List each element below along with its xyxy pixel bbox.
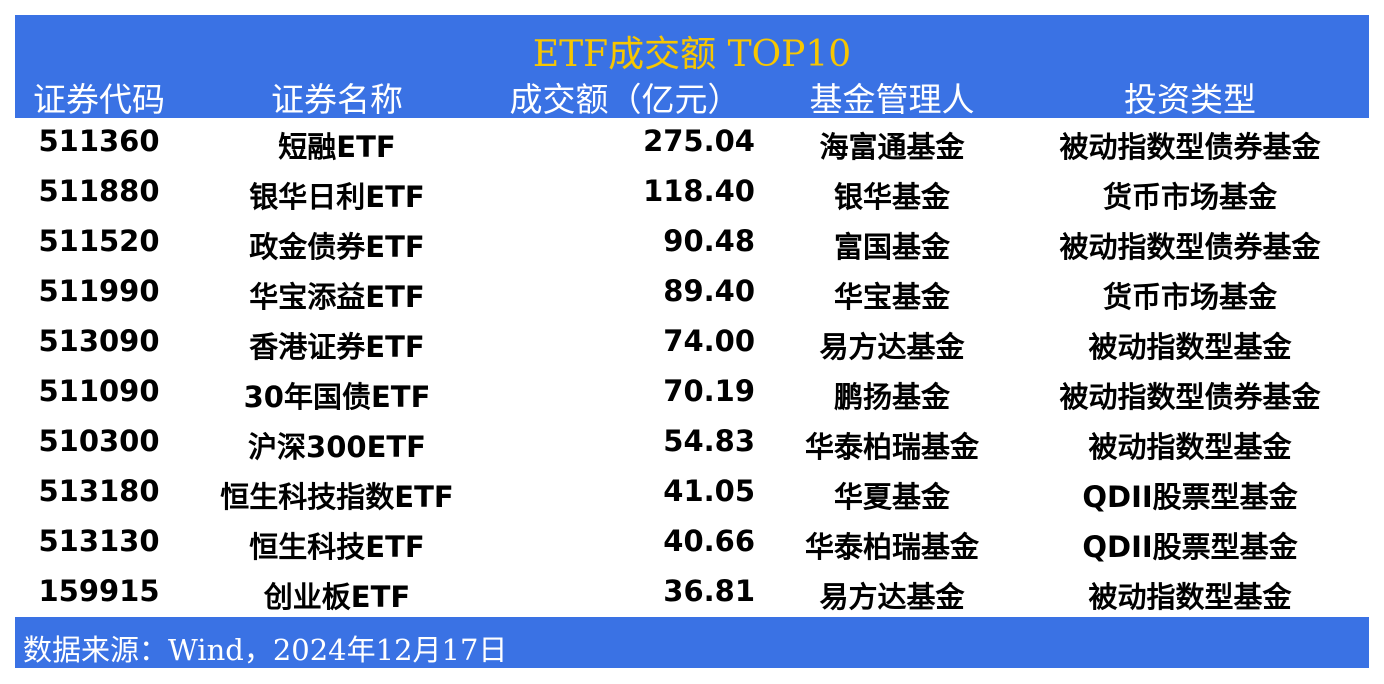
cell-manager: 华夏基金 <box>833 480 951 514</box>
cell-manager: 易方达基金 <box>819 580 965 614</box>
cell-type: 被动指数型债券基金 <box>1059 130 1321 164</box>
table-row: 513130 恒生科技ETF 40.66 华泰柏瑞基金 QDII股票型基金 <box>15 518 1369 568</box>
header-type: 投资类型 <box>1124 80 1256 119</box>
cell-type: 被动指数型债券基金 <box>1059 380 1321 414</box>
cell-amount: 54.83 <box>663 424 755 458</box>
cell-amount: 36.81 <box>663 574 755 608</box>
cell-name: 30年国债ETF <box>243 380 431 414</box>
cell-type: 被动指数型基金 <box>1088 580 1292 614</box>
cell-type: 货币市场基金 <box>1102 280 1278 314</box>
table-row: 513180 恒生科技指数ETF 41.05 华夏基金 QDII股票型基金 <box>15 468 1369 518</box>
cell-type: 被动指数型基金 <box>1088 430 1292 464</box>
table-row: 511990 华宝添益ETF 89.40 华宝基金 货币市场基金 <box>15 268 1369 318</box>
table-row: 513090 香港证券ETF 74.00 易方达基金 被动指数型基金 <box>15 318 1369 368</box>
table-row: 511360 短融ETF 275.04 海富通基金 被动指数型债券基金 <box>15 118 1369 168</box>
table-title: ETF成交额 TOP10 <box>532 34 852 75</box>
cell-name: 短融ETF <box>278 130 396 164</box>
table-header: ETF成交额 TOP10 证券代码 证券名称 成交额（亿元） 基金管理人 投资类… <box>15 15 1369 119</box>
cell-manager: 海富通基金 <box>819 130 965 164</box>
cell-type: QDII股票型基金 <box>1082 480 1298 514</box>
cell-code: 513090 <box>38 324 160 358</box>
cell-type: 被动指数型基金 <box>1088 330 1292 364</box>
cell-manager: 华泰柏瑞基金 <box>804 530 980 564</box>
table-row: 511090 30年国债ETF 70.19 鹏扬基金 被动指数型债券基金 <box>15 368 1369 418</box>
header-manager: 基金管理人 <box>809 80 975 119</box>
header-code: 证券代码 <box>33 80 165 119</box>
table-row: 511520 政金债券ETF 90.48 富国基金 被动指数型债券基金 <box>15 218 1369 268</box>
cell-manager: 易方达基金 <box>819 330 965 364</box>
cell-name: 恒生科技ETF <box>249 530 425 564</box>
header-amount: 成交额（亿元） <box>509 80 741 119</box>
cell-name: 创业板ETF <box>263 580 411 614</box>
cell-code: 511520 <box>38 224 160 258</box>
cell-name: 银华日利ETF <box>249 180 425 214</box>
cell-name: 香港证券ETF <box>249 330 425 364</box>
cell-code: 513180 <box>38 474 160 508</box>
cell-amount: 118.40 <box>643 174 755 208</box>
cell-code: 513130 <box>38 524 160 558</box>
cell-manager: 华泰柏瑞基金 <box>804 430 980 464</box>
cell-amount: 40.66 <box>663 524 755 558</box>
cell-code: 511090 <box>38 374 160 408</box>
cell-amount: 41.05 <box>663 474 755 508</box>
header-name: 证券名称 <box>271 80 403 119</box>
table-row: 510300 沪深300ETF 54.83 华泰柏瑞基金 被动指数型基金 <box>15 418 1369 468</box>
table-row: 159915 创业板ETF 36.81 易方达基金 被动指数型基金 <box>15 568 1369 618</box>
table-body: 511360 短融ETF 275.04 海富通基金 被动指数型债券基金 511880 银华日… <box>15 118 1369 618</box>
source-text: 数据来源：Wind，2024年12月17日 <box>23 633 508 667</box>
cell-code: 511360 <box>38 124 160 158</box>
cell-amount: 90.48 <box>663 224 755 258</box>
cell-type: QDII股票型基金 <box>1082 530 1298 564</box>
cell-code: 510300 <box>38 424 160 458</box>
cell-type: 被动指数型债券基金 <box>1059 230 1321 264</box>
cell-amount: 275.04 <box>643 124 755 158</box>
cell-name: 政金债券ETF <box>249 230 425 264</box>
cell-manager: 华宝基金 <box>833 280 951 314</box>
source-footer: 数据来源：Wind，2024年12月17日 <box>15 617 1369 668</box>
cell-amount: 74.00 <box>663 324 755 358</box>
cell-manager: 富国基金 <box>833 230 951 264</box>
cell-amount: 70.19 <box>663 374 755 408</box>
cell-amount: 89.40 <box>663 274 755 308</box>
cell-manager: 银华基金 <box>833 180 951 214</box>
cell-code: 511990 <box>38 274 160 308</box>
cell-code: 159915 <box>38 574 160 608</box>
cell-name: 恒生科技指数ETF <box>220 480 454 514</box>
cell-name: 华宝添益ETF <box>249 280 425 314</box>
cell-code: 511880 <box>38 174 160 208</box>
cell-name: 沪深300ETF <box>248 430 426 464</box>
table-row: 511880 银华日利ETF 118.40 银华基金 货币市场基金 <box>15 168 1369 218</box>
cell-manager: 鹏扬基金 <box>833 380 951 414</box>
cell-type: 货币市场基金 <box>1102 180 1278 214</box>
